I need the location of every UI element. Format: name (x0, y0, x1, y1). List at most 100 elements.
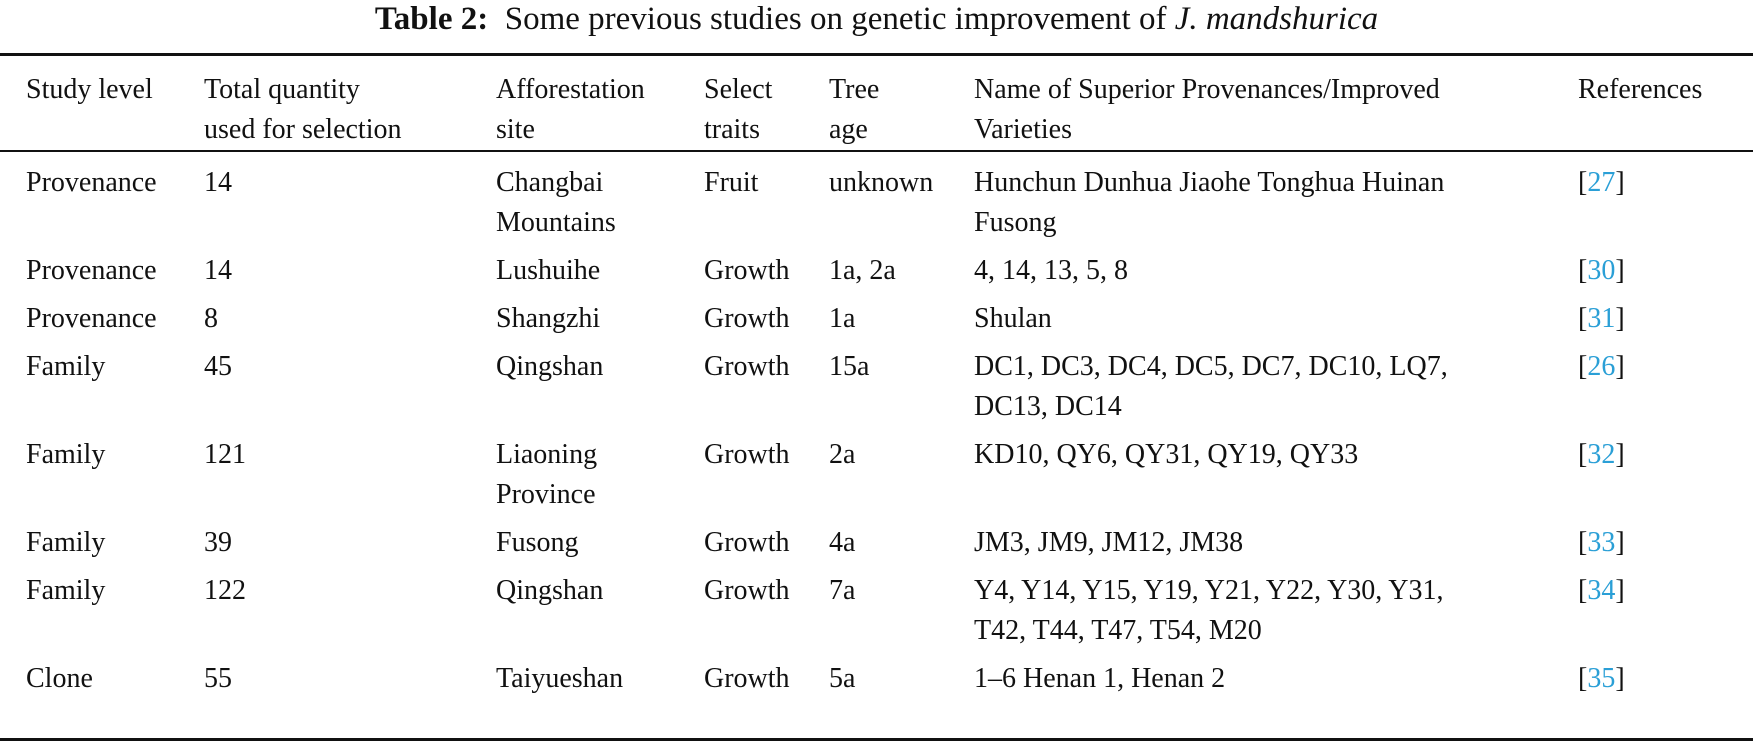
cell-traits: Growth (704, 255, 790, 286)
bracket-close: ] (1615, 255, 1625, 286)
cell-names-line: DC1, DC3, DC4, DC5, DC7, DC10, LQ7, (974, 351, 1448, 382)
cell-study-level: Provenance (26, 167, 157, 198)
header-text: References (1578, 74, 1703, 105)
cell-traits: Growth (704, 663, 790, 694)
studies-table: Study level Total quantity used for select… (0, 56, 1753, 699)
header-superior-names: Name of Superior Provenances/Improved Var… (974, 56, 1578, 151)
bracket-close: ] (1615, 527, 1625, 558)
cell-reference: [31] (1578, 291, 1753, 339)
header-row: Study level Total quantity used for select… (0, 56, 1753, 151)
bracket-open: [ (1578, 663, 1588, 694)
cell-names: KD10, QY6, QY31, QY19, QY33 (974, 427, 1578, 515)
cell-site-line: Province (496, 479, 596, 510)
bracket-close: ] (1615, 575, 1625, 606)
cell-site-line: Taiyueshan (496, 663, 624, 694)
cell-site-line: Liaoning (496, 439, 598, 470)
header-study-level: Study level (0, 56, 204, 151)
header-rule (0, 150, 1753, 152)
header-afforestation-site: Afforestation site (496, 56, 704, 151)
cell-quantity: 39 (204, 527, 232, 558)
cell-names: 4, 14, 13, 5, 8 (974, 243, 1578, 291)
cell-names-line: Fusong (974, 207, 1057, 238)
cell-study-level: Family (26, 575, 106, 606)
cell-site: Fusong (496, 515, 704, 563)
cell-reference: [32] (1578, 427, 1753, 515)
cell-reference: [26] (1578, 339, 1753, 427)
cell-names-line: Y4, Y14, Y15, Y19, Y21, Y22, Y30, Y31, (974, 575, 1444, 606)
reference-link[interactable]: 34 (1587, 575, 1616, 606)
cell-reference: [34] (1578, 563, 1753, 651)
reference-link[interactable]: 30 (1587, 255, 1616, 286)
caption-label: Table 2: (374, 1, 489, 37)
top-rule (0, 53, 1753, 56)
header-total-quantity: Total quantity used for selection (204, 56, 496, 151)
cell-site: Taiyueshan (496, 651, 704, 699)
cell-site: Changbai Mountains (496, 151, 704, 243)
cell-quantity: 122 (204, 575, 246, 606)
cell-age: 5a (829, 663, 856, 694)
reference-link[interactable]: 33 (1587, 527, 1616, 558)
cell-names: Y4, Y14, Y15, Y19, Y21, Y22, Y30, Y31, T4… (974, 563, 1578, 651)
header-text: Varieties (974, 114, 1072, 145)
cell-names: DC1, DC3, DC4, DC5, DC7, DC10, LQ7, DC13,… (974, 339, 1578, 427)
reference-link[interactable]: 27 (1587, 167, 1616, 198)
bracket-open: [ (1578, 351, 1588, 382)
cell-quantity: 45 (204, 351, 232, 382)
cell-site-line: Qingshan (496, 351, 604, 382)
cell-quantity: 14 (204, 167, 232, 198)
cell-study-level: Family (26, 527, 106, 558)
bracket-close: ] (1615, 439, 1625, 470)
cell-names-line: 4, 14, 13, 5, 8 (974, 255, 1128, 286)
bracket-open: [ (1578, 167, 1588, 198)
reference-link[interactable]: 35 (1587, 663, 1616, 694)
bracket-close: ] (1615, 351, 1625, 382)
cell-age: 2a (829, 439, 856, 470)
bracket-close: ] (1615, 167, 1625, 198)
cell-names: Hunchun Dunhua Jiaohe Tonghua Huinan Fuso… (974, 151, 1578, 243)
cell-site: Qingshan (496, 339, 704, 427)
table-row: Family 39 Fusong Growth 4a JM3, JM9, JM12, JM… (0, 515, 1753, 563)
cell-age: 4a (829, 527, 856, 558)
table-row: Provenance 14 Changbai Mountains Fruit unknow… (0, 151, 1753, 243)
cell-quantity: 8 (204, 303, 218, 334)
header-tree-age: Tree age (829, 56, 974, 151)
bracket-open: [ (1578, 255, 1588, 286)
reference-link[interactable]: 31 (1587, 303, 1616, 334)
cell-traits: Growth (704, 575, 790, 606)
header-text: site (496, 114, 535, 145)
reference-link[interactable]: 32 (1587, 439, 1616, 470)
header-text: Afforestation (496, 74, 645, 105)
cell-quantity: 55 (204, 663, 232, 694)
cell-age: 15a (829, 351, 870, 382)
reference-link[interactable]: 26 (1587, 351, 1616, 382)
cell-names: JM3, JM9, JM12, JM38 (974, 515, 1578, 563)
cell-study-level: Clone (26, 663, 93, 694)
cell-site-line: Shangzhi (496, 303, 601, 334)
table-row: Provenance 8 Shangzhi Growth 1a Shulan [31] (0, 291, 1753, 339)
bracket-close: ] (1615, 663, 1625, 694)
cell-names: Shulan (974, 291, 1578, 339)
cell-names-line: KD10, QY6, QY31, QY19, QY33 (974, 439, 1359, 470)
cell-reference: [27] (1578, 151, 1753, 243)
cell-site-line: Changbai (496, 167, 604, 198)
cell-reference: [35] (1578, 651, 1753, 699)
cell-names-line: 1–6 Henan 1, Henan 2 (974, 663, 1226, 694)
cell-quantity: 14 (204, 255, 232, 286)
cell-site-line: Lushuihe (496, 255, 601, 286)
cell-age: 1a, 2a (829, 255, 896, 286)
cell-traits: Growth (704, 527, 790, 558)
cell-traits: Fruit (704, 167, 759, 198)
header-text: used for selection (204, 114, 402, 145)
cell-age: 1a (829, 303, 856, 334)
cell-names-line: DC13, DC14 (974, 391, 1122, 422)
bracket-open: [ (1578, 439, 1588, 470)
table-row: Family 45 Qingshan Growth 15a DC1, DC3, DC4, … (0, 339, 1753, 427)
cell-reference: [30] (1578, 243, 1753, 291)
cell-site: Shangzhi (496, 291, 704, 339)
bracket-open: [ (1578, 527, 1588, 558)
cell-names-line: T42, T44, T47, T54, M20 (974, 615, 1262, 646)
cell-names: 1–6 Henan 1, Henan 2 (974, 651, 1578, 699)
header-text: age (829, 114, 868, 145)
cell-study-level: Provenance (26, 255, 157, 286)
cell-quantity: 121 (204, 439, 246, 470)
